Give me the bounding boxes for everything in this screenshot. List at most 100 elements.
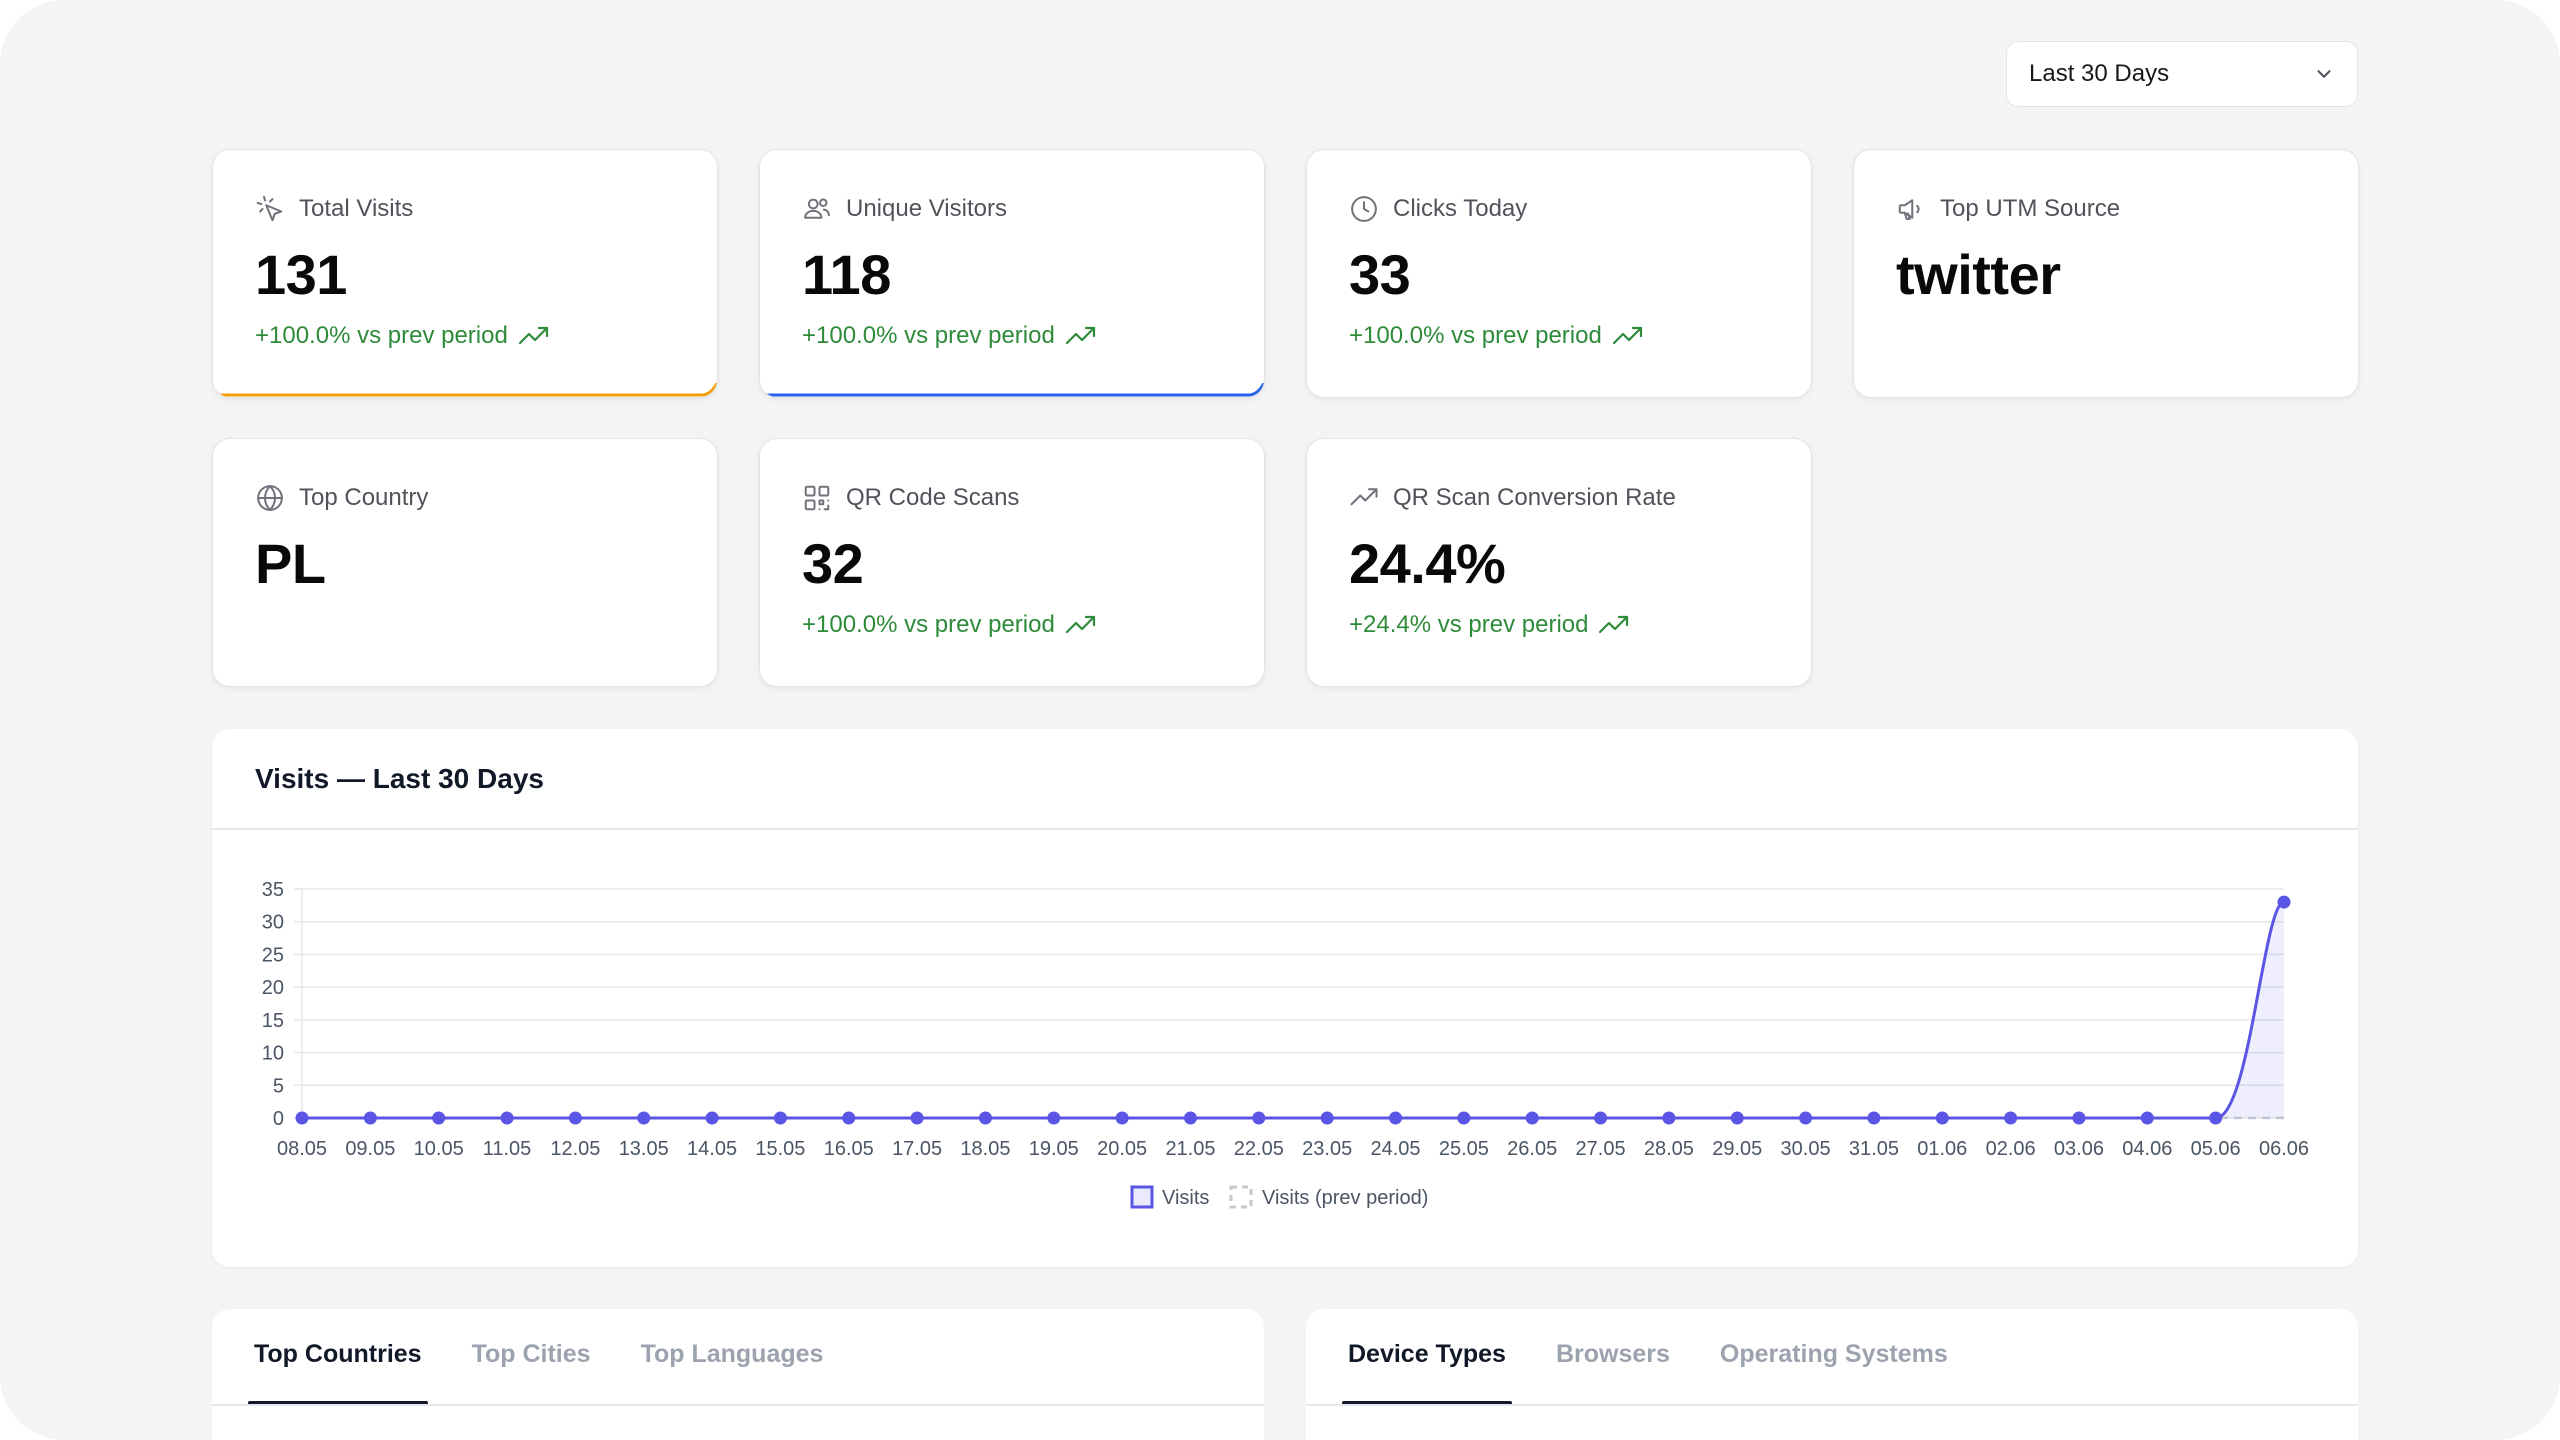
x-tick-label: 08.05 <box>277 1138 327 1160</box>
x-tick-label: 16.05 <box>824 1138 874 1160</box>
stat-card-value: twitter <box>1896 243 2061 306</box>
delta-text: +100.0% vs prev period <box>255 322 508 349</box>
x-tick-label: 18.05 <box>960 1138 1010 1160</box>
trending-up-icon <box>1599 615 1629 634</box>
visits-data-point <box>1115 1111 1129 1125</box>
stat-card-title: Total Visits <box>299 195 414 222</box>
legend-label-prev-period: Visits (prev period) <box>1262 1187 1428 1209</box>
visits-data-point <box>1183 1111 1197 1125</box>
card-accent-underline <box>760 383 1264 397</box>
visits-data-point <box>2209 1111 2223 1125</box>
tab-device-types[interactable]: Device Types <box>1342 1309 1512 1405</box>
tab-divider <box>212 1404 1264 1406</box>
legend-swatch-visits <box>1130 1185 1154 1209</box>
x-tick-label: 02.06 <box>1986 1138 2036 1160</box>
technology-tabs: Device Types Browsers Operating Systems <box>1342 1309 1948 1405</box>
stat-card-delta: +100.0% vs prev period <box>255 322 550 350</box>
visits-data-point <box>1594 1111 1608 1125</box>
globe-icon <box>257 485 283 511</box>
visits-data-point <box>637 1111 651 1125</box>
stat-card-title: Unique Visitors <box>846 195 1007 222</box>
delta-text: +24.4% vs prev period <box>1349 611 1589 638</box>
visits-data-point <box>773 1111 787 1125</box>
y-tick-label: 30 <box>262 912 284 934</box>
tab-top-cities[interactable]: Top Cities <box>471 1340 591 1368</box>
visits-data-point <box>1525 1111 1539 1125</box>
x-tick-label: 22.05 <box>1234 1138 1284 1160</box>
visits-data-point <box>978 1111 992 1125</box>
visits-data-point <box>842 1111 856 1125</box>
x-tick-label: 23.05 <box>1302 1138 1352 1160</box>
clock-icon <box>1351 196 1377 222</box>
tab-browsers[interactable]: Browsers <box>1555 1340 1670 1368</box>
x-tick-label: 31.05 <box>1849 1138 1899 1160</box>
x-tick-label: 19.05 <box>1029 1138 1079 1160</box>
x-tick-label: 29.05 <box>1712 1138 1762 1160</box>
visits-data-point <box>295 1111 309 1125</box>
trending-up-icon <box>518 326 548 345</box>
x-tick-label: 17.05 <box>892 1138 942 1160</box>
x-tick-label: 15.05 <box>755 1138 805 1160</box>
visits-data-point <box>2140 1111 2154 1125</box>
x-tick-label: 21.05 <box>1165 1138 1215 1160</box>
stat-card-title: Top UTM Source <box>1940 195 2121 222</box>
x-tick-label: 26.05 <box>1507 1138 1557 1160</box>
stat-card-qr-conversion-rate: QR Scan Conversion Rate 24.4% +24.4% vs … <box>1306 438 1812 687</box>
trending-up-icon <box>1065 326 1095 345</box>
delta-text: +100.0% vs prev period <box>1349 322 1602 349</box>
card-accent-underline <box>213 383 717 397</box>
location-tabs-panel: Top Countries Top Cities Top Languages <box>212 1309 1264 1440</box>
stat-card-unique-visitors: Unique Visitors 118 +100.0% vs prev peri… <box>759 149 1265 398</box>
stat-card-value: 131 <box>255 243 347 306</box>
tab-divider <box>1306 1404 2358 1406</box>
visits-data-point <box>2277 895 2291 909</box>
users-icon <box>804 198 830 219</box>
stat-card-value: 24.4% <box>1349 532 1506 595</box>
x-tick-label: 24.05 <box>1370 1138 1420 1160</box>
stat-card-top-utm-source: Top UTM Source twitter <box>1853 149 2359 398</box>
visits-data-point <box>500 1111 514 1125</box>
x-tick-label: 10.05 <box>414 1138 464 1160</box>
legend-swatch-prev-period <box>1229 1185 1253 1209</box>
delta-text: +100.0% vs prev period <box>802 322 1055 349</box>
x-tick-label: 28.05 <box>1644 1138 1694 1160</box>
chevron-down-icon <box>2317 70 2331 78</box>
visits-data-point <box>1799 1111 1813 1125</box>
visits-data-point <box>2072 1111 2086 1125</box>
x-tick-label: 03.06 <box>2054 1138 2104 1160</box>
date-range-select[interactable]: Last 30 Days <box>2006 41 2358 107</box>
x-tick-label: 13.05 <box>619 1138 669 1160</box>
x-tick-label: 12.05 <box>550 1138 600 1160</box>
stat-card-title: Clicks Today <box>1393 195 1528 222</box>
x-tick-label: 01.06 <box>1917 1138 1967 1160</box>
x-tick-label: 14.05 <box>687 1138 737 1160</box>
y-tick-label: 15 <box>262 1010 284 1032</box>
x-tick-label: 06.06 <box>2259 1138 2309 1160</box>
visits-data-point <box>2004 1111 2018 1125</box>
tab-operating-systems[interactable]: Operating Systems <box>1719 1340 1948 1368</box>
stat-card-title: Top Country <box>299 484 429 511</box>
visits-line-chart: 0 5 10 15 20 25 30 35 08.05 09.05 10.05 11.05 12.05 1… <box>262 879 2309 1209</box>
tab-top-countries[interactable]: Top Countries <box>248 1309 428 1405</box>
x-tick-label: 04.06 <box>2122 1138 2172 1160</box>
stat-card-value: 118 <box>802 243 891 306</box>
y-tick-label: 0 <box>273 1108 284 1130</box>
stat-card-delta: +100.0% vs prev period <box>802 611 1097 639</box>
technology-tabs-panel: Device Types Browsers Operating Systems <box>1306 1309 2358 1440</box>
trending-up-icon <box>1612 326 1642 345</box>
y-tick-label: 25 <box>262 944 284 966</box>
y-tick-label: 10 <box>262 1043 284 1065</box>
trending-up-icon <box>1350 488 1378 506</box>
stat-card-value: PL <box>255 532 326 595</box>
stat-card-delta: +100.0% vs prev period <box>1349 322 1644 350</box>
x-tick-label: 11.05 <box>483 1138 532 1160</box>
visits-data-point <box>1935 1111 1949 1125</box>
stat-card-value: 33 <box>1349 243 1411 306</box>
x-tick-label: 27.05 <box>1576 1138 1626 1160</box>
tab-top-languages[interactable]: Top Languages <box>640 1340 824 1368</box>
visits-data-point <box>1389 1111 1403 1125</box>
visits-data-point <box>705 1111 719 1125</box>
visits-data-point <box>1662 1111 1676 1125</box>
stat-card-qr-code-scans: QR Code Scans 32 +100.0% vs prev period <box>759 438 1265 687</box>
